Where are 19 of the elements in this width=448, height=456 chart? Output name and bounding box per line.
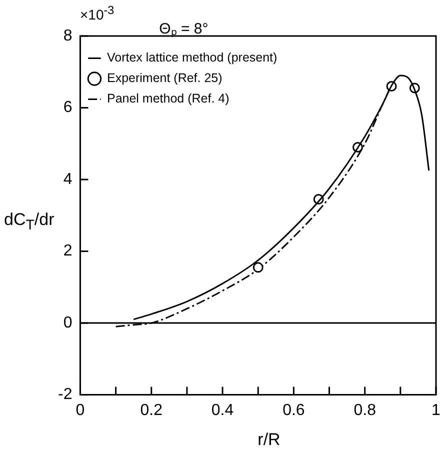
legend-title: Θₚ = 8°	[159, 20, 208, 38]
legend-label: Experiment (Ref. 25)	[106, 71, 222, 86]
legend-label: Vortex lattice method (present)	[106, 50, 278, 65]
x-tick-label: 0.4	[211, 402, 234, 419]
legend-label: Panel method (Ref. 4)	[106, 92, 230, 106]
y-tick-label: 8	[63, 27, 72, 44]
x-tick-label: 0	[76, 402, 85, 419]
y-tick-label: 6	[63, 99, 72, 116]
y-tick-label: 2	[63, 242, 72, 260]
x-tick-label: 1	[432, 402, 441, 419]
x-tick-label: 0.6	[282, 402, 305, 419]
x-axis-title: r/R	[256, 430, 282, 450]
y-tick-label: 4	[63, 170, 72, 188]
x-tick-label: 0.2	[140, 402, 163, 419]
text: ×10$^{-3}$	[80, 4, 114, 23]
y-tick-label: 0	[63, 314, 72, 332]
y-tick-label: -2	[58, 386, 72, 404]
y-axis-title: dC$_{T}$/dr	[4, 210, 54, 234]
x-tick-label: 0.8	[354, 402, 376, 419]
